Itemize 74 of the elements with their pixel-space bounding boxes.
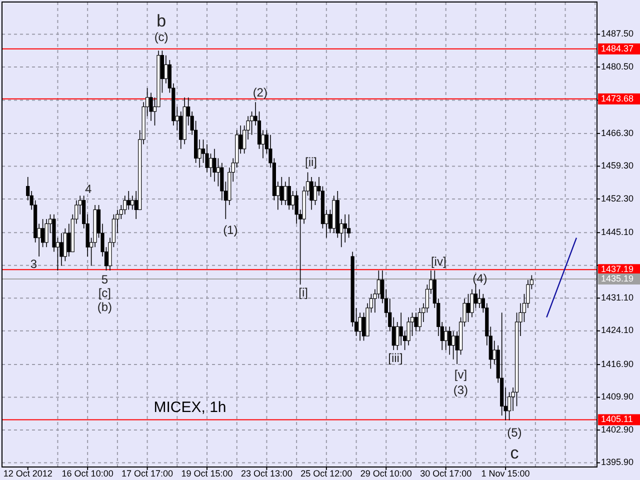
candlestick bbox=[310, 176, 314, 210]
y-tick-label: 1452.30 bbox=[601, 193, 634, 204]
candlestick bbox=[452, 330, 456, 360]
candlestick bbox=[250, 111, 254, 136]
annotation: [i] bbox=[298, 286, 308, 300]
candlestick bbox=[287, 176, 291, 210]
candlestick bbox=[208, 153, 213, 178]
candlestick bbox=[507, 392, 512, 421]
annotation: (c) bbox=[154, 30, 168, 44]
x-tick-label: 1 Nov 15:00 bbox=[481, 468, 530, 478]
candlestick bbox=[343, 214, 347, 243]
candlestick bbox=[418, 308, 422, 332]
annotation: 5 bbox=[101, 272, 108, 287]
ref-line-label: 1484.37 bbox=[601, 43, 634, 54]
candlestick bbox=[205, 144, 209, 173]
annotation: 4 bbox=[85, 182, 92, 196]
y-tick-label: 1487.50 bbox=[601, 28, 634, 39]
candlestick bbox=[212, 148, 216, 182]
y-tick-label: 1445.10 bbox=[601, 227, 634, 238]
candlestick bbox=[60, 232, 64, 266]
x-tick-label: 17 Oct 17:00 bbox=[122, 468, 174, 478]
x-tick-label: 12 Oct 2012 bbox=[3, 468, 52, 478]
annotation: [v] bbox=[454, 367, 468, 382]
y-tick-label: 1424.10 bbox=[601, 325, 634, 336]
candlestick bbox=[347, 214, 351, 238]
ref-line-label: 1473.68 bbox=[601, 93, 634, 104]
y-tick-label: 1416.90 bbox=[601, 358, 634, 369]
candlestick bbox=[444, 326, 448, 350]
annotation: (1) bbox=[223, 223, 238, 238]
x-tick-label: 25 Oct 12:00 bbox=[300, 468, 352, 478]
annotation: 3 bbox=[30, 257, 38, 272]
annotation: (b) bbox=[97, 300, 112, 314]
candlestick bbox=[414, 312, 418, 332]
candlestick bbox=[44, 218, 48, 248]
y-tick-label: 1395.90 bbox=[601, 457, 634, 468]
y-tick-label: 1480.50 bbox=[601, 61, 634, 72]
candlestick bbox=[399, 312, 403, 346]
x-tick-label: 16 Oct 10:00 bbox=[62, 468, 114, 478]
y-tick-label: 1431.10 bbox=[601, 292, 634, 302]
annotation: (5) bbox=[507, 425, 522, 440]
y-tick-label: 1402.90 bbox=[601, 424, 634, 434]
x-tick-label: 30 Oct 17:00 bbox=[420, 468, 472, 478]
candlestick bbox=[126, 190, 130, 210]
candlestick bbox=[313, 181, 318, 206]
x-tick-label: 29 Oct 10:00 bbox=[360, 468, 412, 478]
x-tick-label: 19 Oct 15:00 bbox=[181, 468, 233, 478]
y-tick-label: 1459.30 bbox=[601, 160, 634, 171]
annotation: [iv] bbox=[430, 254, 446, 269]
candlestick bbox=[406, 316, 410, 346]
annotation: [ii] bbox=[305, 155, 318, 170]
candlestick bbox=[448, 326, 452, 356]
candlestick bbox=[358, 312, 362, 342]
annotation: [c] bbox=[98, 286, 112, 300]
candlestick bbox=[478, 288, 482, 308]
ref-line-label: 1405.11 bbox=[601, 414, 633, 424]
annotation: (4) bbox=[472, 271, 488, 286]
annotation: c bbox=[510, 443, 520, 462]
candlestick bbox=[284, 181, 288, 206]
candlestick bbox=[470, 288, 474, 318]
candlestick bbox=[280, 176, 284, 206]
y-tick-label: 1466.30 bbox=[601, 128, 634, 138]
ref-line-label: 1437.19 bbox=[601, 264, 634, 274]
ref-line-label: 1435.19 bbox=[601, 273, 634, 284]
candlestick bbox=[149, 92, 153, 122]
annotation: b bbox=[156, 11, 166, 30]
annotation: (2) bbox=[252, 85, 268, 100]
annotation: [iii] bbox=[388, 351, 403, 366]
candlestick bbox=[466, 294, 470, 322]
text: MICEX, 1h bbox=[154, 399, 226, 416]
y-tick-label: 1409.90 bbox=[601, 392, 634, 402]
candlestick bbox=[123, 195, 127, 215]
annotation: (3) bbox=[453, 383, 468, 398]
candlestick bbox=[130, 195, 134, 210]
x-tick-label: 23 Oct 13:00 bbox=[240, 468, 292, 478]
